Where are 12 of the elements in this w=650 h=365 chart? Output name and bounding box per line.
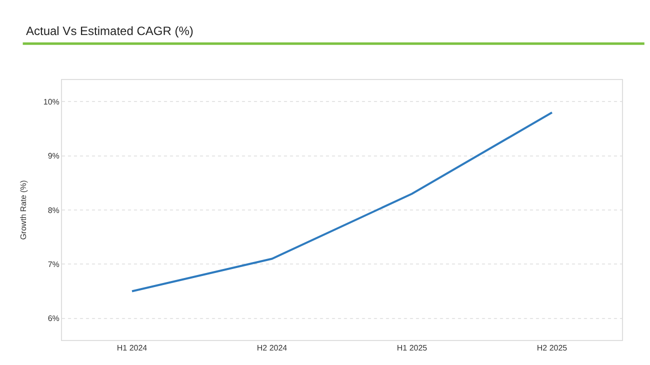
x-tick-label: H1 2024 xyxy=(116,344,148,353)
y-tick-label: 9% xyxy=(48,152,60,161)
chart-title: Actual Vs Estimated CAGR (%) xyxy=(26,24,194,38)
x-tick-label: H2 2024 xyxy=(256,344,288,353)
line-series xyxy=(131,112,553,292)
y-tick-label: 8% xyxy=(48,206,60,215)
y-tick-label: 10% xyxy=(43,97,60,106)
x-tick-label: H1 2025 xyxy=(396,344,428,353)
y-axis-title: Growth Rate (%) xyxy=(19,180,28,240)
x-tick-label: H2 2025 xyxy=(536,344,568,353)
y-tick-label: 6% xyxy=(48,314,60,324)
y-tick-label: 7% xyxy=(48,260,60,269)
